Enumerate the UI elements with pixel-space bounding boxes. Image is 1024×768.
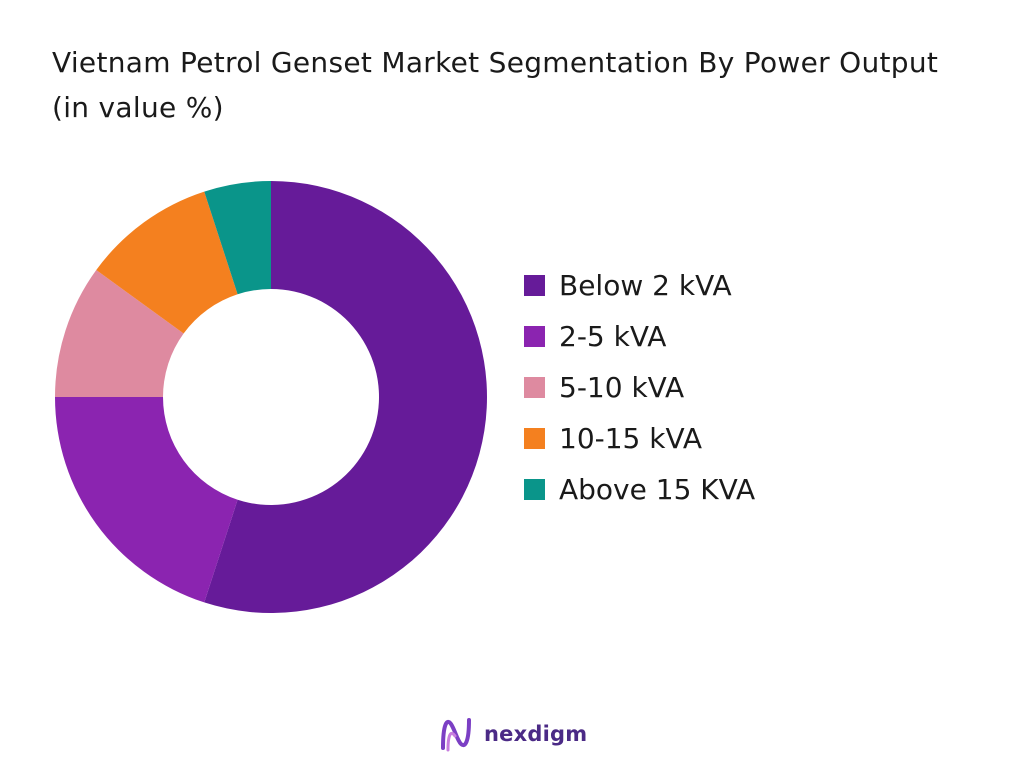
legend-item: 10-15 kVA <box>524 413 755 464</box>
legend-label: 2-5 kVA <box>559 320 667 353</box>
legend-swatch <box>524 326 545 347</box>
legend-label: 5-10 kVA <box>559 371 685 404</box>
legend-item: 5-10 kVA <box>524 362 755 413</box>
brand-logo: nexdigm <box>438 714 587 754</box>
legend-label: Below 2 kVA <box>559 269 732 302</box>
brand-name: nexdigm <box>484 722 588 746</box>
legend-swatch <box>524 479 545 500</box>
donut-slice <box>55 397 238 603</box>
donut-slice <box>204 181 271 295</box>
legend-swatch <box>524 377 545 398</box>
legend-label: Above 15 KVA <box>559 473 756 506</box>
donut-slice <box>96 191 238 334</box>
chart-title: Vietnam Petrol Genset Market Segmentatio… <box>52 46 939 124</box>
legend-item: Above 15 KVA <box>524 464 755 515</box>
donut-slice <box>55 270 184 397</box>
legend-label: 10-15 kVA <box>559 422 702 455</box>
legend-swatch <box>524 428 545 449</box>
nexdigm-logo-icon <box>441 718 471 752</box>
chart-legend: Below 2 kVA 2-5 kVA 5-10 kVA 10-15 kVA A… <box>524 260 755 515</box>
legend-item: 2-5 kVA <box>524 311 755 362</box>
donut-slices <box>55 181 488 613</box>
donut-slice <box>204 181 488 613</box>
legend-swatch <box>524 275 545 296</box>
legend-item: Below 2 kVA <box>524 260 755 311</box>
